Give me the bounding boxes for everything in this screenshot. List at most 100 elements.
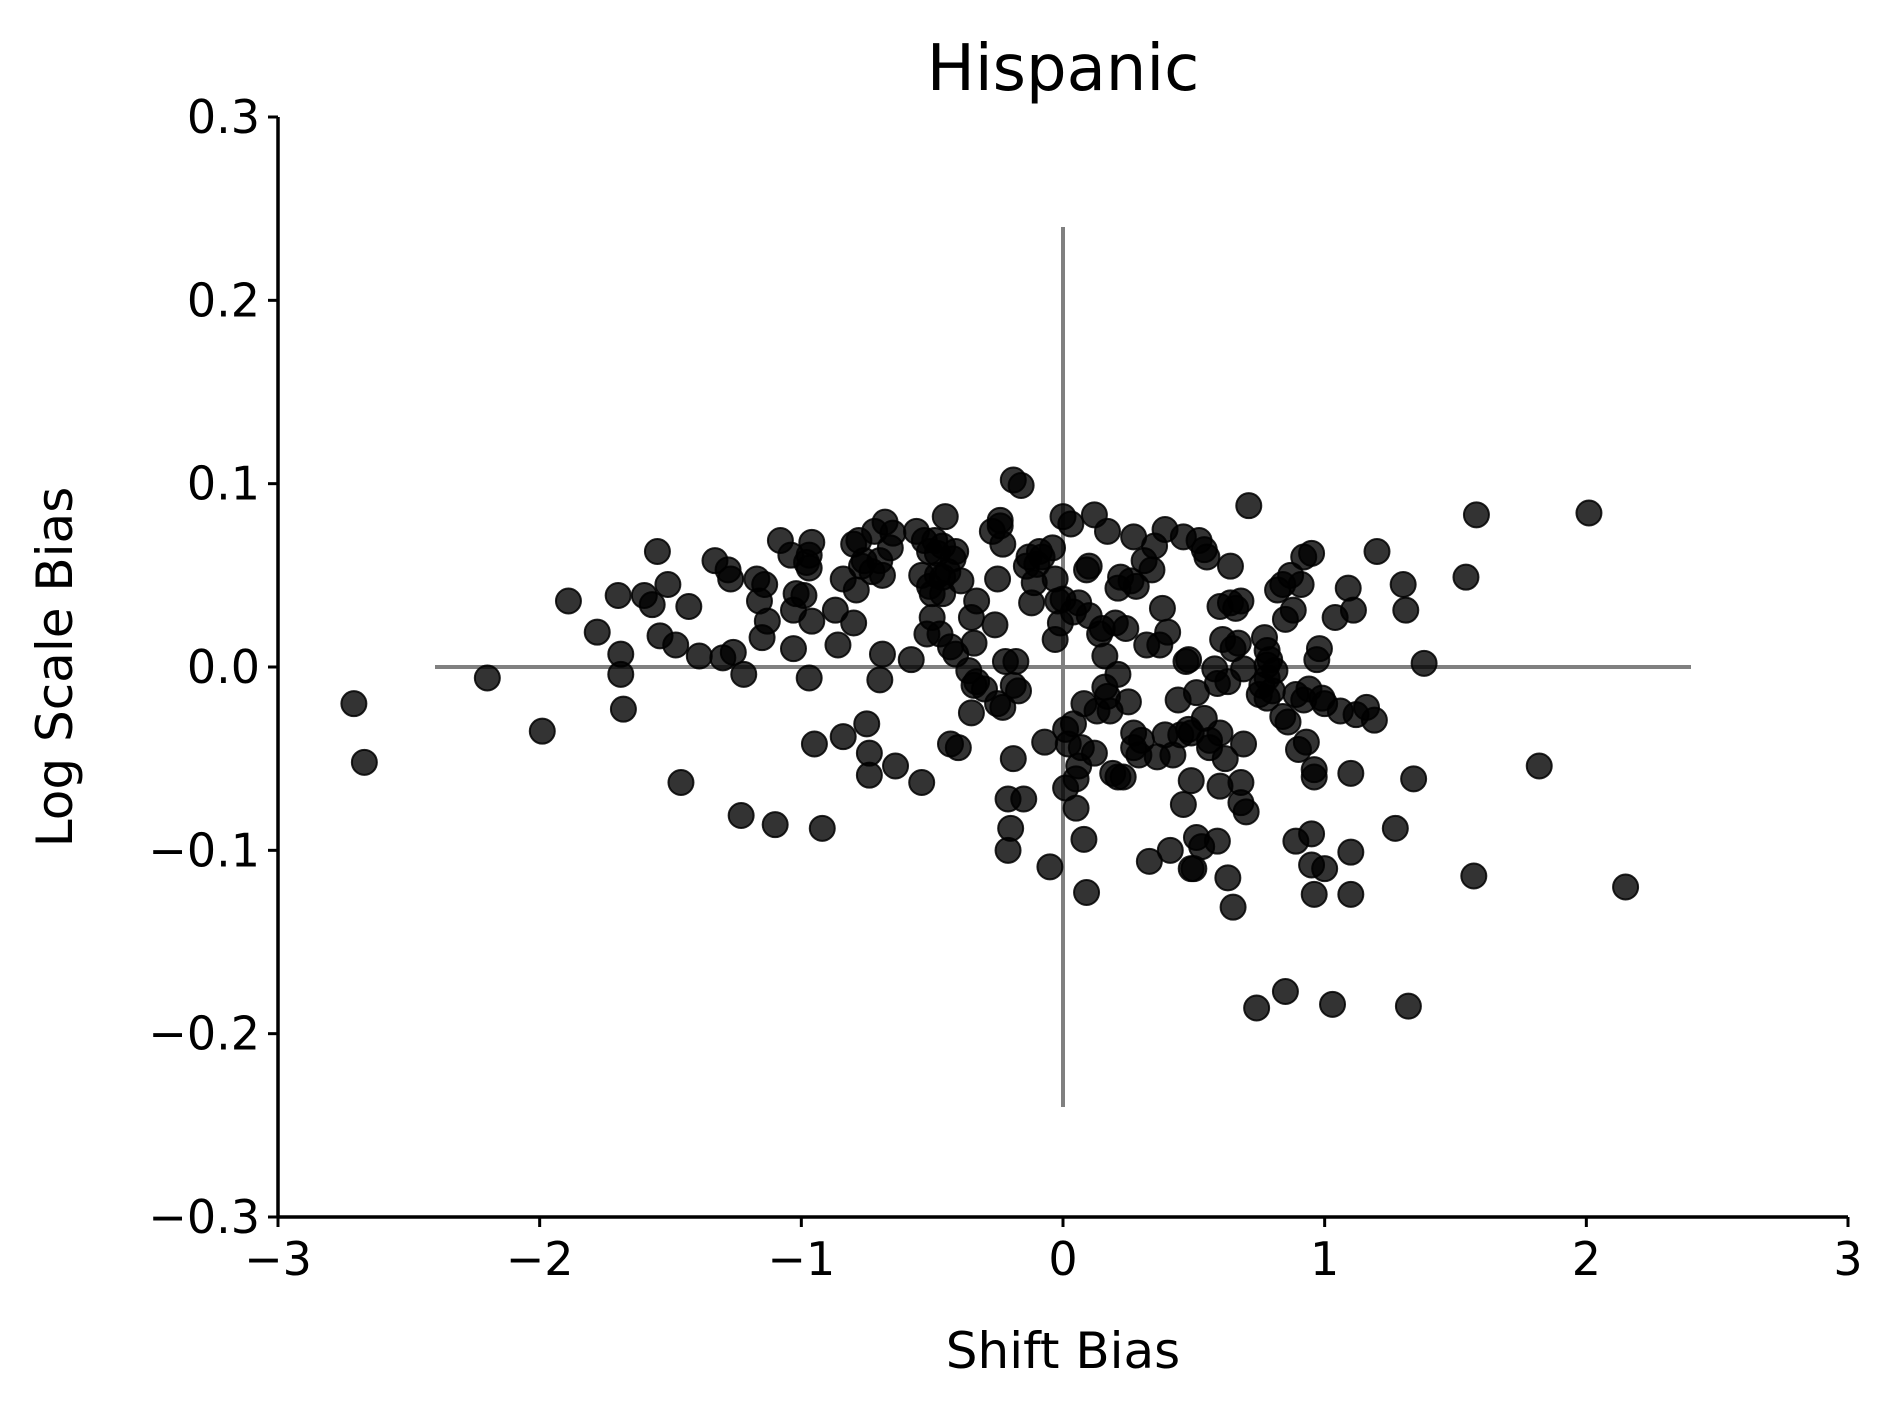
data-point (350, 748, 378, 776)
data-point (1227, 769, 1255, 796)
data-point (1057, 510, 1085, 538)
data-point (1300, 763, 1328, 791)
x-tick-label: −2 (506, 1232, 574, 1286)
data-point (984, 565, 1012, 593)
data-point (1311, 855, 1339, 883)
data-point (1219, 893, 1247, 921)
data-point (727, 802, 755, 829)
data-point (957, 699, 985, 727)
data-point (821, 596, 849, 624)
data-point (1400, 765, 1428, 793)
data-point (1093, 517, 1121, 545)
y-tick-label: −0.3 (148, 1190, 260, 1244)
data-point (604, 582, 632, 609)
data-point (1452, 563, 1480, 591)
data-point (882, 752, 910, 780)
data-point (1203, 827, 1231, 855)
data-point (1080, 739, 1108, 767)
data-point (1227, 587, 1255, 615)
y-tick-label: 0.2 (187, 273, 260, 327)
data-point (855, 761, 883, 789)
data-point (853, 710, 881, 738)
data-point (1169, 791, 1197, 818)
data-point (1230, 730, 1258, 758)
data-point (1363, 538, 1391, 565)
chart-title: Hispanic (927, 32, 1200, 106)
data-point (1394, 992, 1422, 1020)
data-point (675, 593, 703, 620)
data-point (779, 635, 807, 663)
data-point (1148, 594, 1176, 622)
data-point (654, 571, 682, 598)
data-point (790, 582, 818, 609)
data-point (719, 638, 747, 666)
data-point (1392, 596, 1420, 624)
data-point (829, 723, 857, 751)
data-point (908, 769, 936, 796)
data-point (1337, 759, 1365, 787)
data-point (607, 660, 635, 688)
data-point (1462, 501, 1490, 529)
data-point (947, 567, 975, 595)
data-point (1206, 719, 1234, 747)
data-point (1224, 629, 1252, 657)
data-point (1381, 814, 1409, 842)
data-point (868, 561, 896, 589)
data-point (1337, 838, 1365, 866)
data-point (1154, 618, 1182, 646)
data-point (1062, 794, 1090, 822)
data-point (638, 591, 666, 619)
data-point (1070, 825, 1098, 853)
data-point (879, 519, 907, 547)
data-point (931, 503, 959, 531)
data-point (994, 836, 1022, 864)
data-point (1274, 708, 1302, 736)
data-point (753, 607, 781, 635)
data-point (1261, 657, 1289, 685)
data-point (1271, 978, 1299, 1005)
x-ticks: −3 −2 −1 0 1 2 3 (244, 1217, 1863, 1286)
data-point (997, 814, 1025, 842)
data-point (1138, 556, 1166, 584)
x-tick-label: −3 (244, 1232, 312, 1286)
y-ticks: 0.3 0.2 0.1 0.0 −0.1 −0.2 −0.3 (148, 90, 278, 1244)
data-point (1612, 873, 1640, 901)
data-point (1211, 745, 1239, 773)
data-point (1287, 571, 1315, 598)
data-point (1193, 543, 1221, 571)
data-point (1292, 728, 1320, 756)
data-point (868, 640, 896, 668)
data-point (1575, 499, 1603, 527)
data-point (717, 565, 745, 593)
data-point (1075, 552, 1103, 580)
data-points (340, 466, 1640, 1022)
data-point (1010, 785, 1038, 813)
data-point (609, 695, 637, 723)
y-tick-label: −0.1 (148, 823, 260, 877)
data-point (798, 607, 826, 635)
x-tick-label: 3 (1833, 1232, 1862, 1286)
data-point (944, 734, 972, 762)
data-point (1007, 472, 1035, 499)
data-point (960, 629, 988, 657)
data-point (1305, 635, 1333, 663)
data-point (1214, 864, 1242, 892)
data-point (942, 538, 970, 565)
data-point (866, 666, 894, 694)
data-point (1135, 847, 1163, 875)
data-point (1073, 879, 1101, 906)
data-point (963, 587, 991, 615)
data-point (840, 609, 868, 637)
data-point (1122, 572, 1150, 600)
y-tick-label: 0.1 (187, 457, 260, 511)
data-point (685, 642, 713, 670)
y-tick-label: 0.0 (187, 640, 260, 694)
data-point (1036, 853, 1064, 881)
data-point (1104, 660, 1132, 688)
data-point (1339, 596, 1367, 624)
data-point (1300, 880, 1328, 908)
x-tick-label: 0 (1048, 1232, 1077, 1286)
data-point (1389, 571, 1417, 598)
data-point (1243, 994, 1271, 1022)
